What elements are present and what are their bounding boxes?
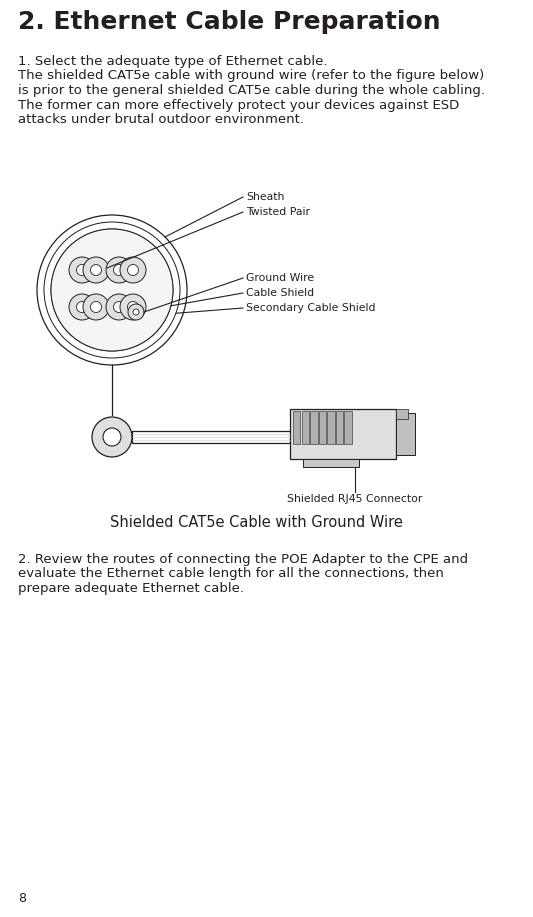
Bar [290,409,396,459]
Bar [132,431,290,443]
Circle shape [91,264,101,275]
Bar [310,411,318,444]
Text: prepare adequate Ethernet cable.: prepare adequate Ethernet cable. [18,582,244,595]
Text: Shielded CAT5e Cable with Ground Wire: Shielded CAT5e Cable with Ground Wire [110,515,403,530]
Circle shape [114,264,125,275]
Bar [303,459,359,467]
Text: is prior to the general shielded CAT5e cable during the whole cabling.: is prior to the general shielded CAT5e c… [18,84,485,97]
Text: 2. Review the routes of connecting the POE Adapter to the CPE and: 2. Review the routes of connecting the P… [18,553,468,566]
Circle shape [77,264,87,275]
Text: attacks under brutal outdoor environment.: attacks under brutal outdoor environment… [18,113,304,126]
Text: 8: 8 [18,892,26,905]
Circle shape [114,302,125,313]
Circle shape [120,294,146,320]
Text: 1. Select the adequate type of Ethernet cable.: 1. Select the adequate type of Ethernet … [18,55,327,68]
Circle shape [106,257,132,283]
Text: Shielded RJ45 Connector: Shielded RJ45 Connector [287,494,423,504]
Circle shape [69,257,95,283]
Circle shape [51,229,173,351]
Circle shape [69,294,95,320]
Bar [302,411,309,444]
Bar [336,411,343,444]
Text: The shielded CAT5e cable with ground wire (refer to the figure below): The shielded CAT5e cable with ground wir… [18,70,484,83]
Text: Ground Wire: Ground Wire [246,273,314,283]
Text: Twisted Pair: Twisted Pair [246,207,310,217]
Circle shape [83,294,109,320]
Circle shape [127,264,139,275]
Circle shape [133,309,139,315]
Circle shape [127,302,139,313]
Text: evaluate the Ethernet cable length for all the connections, then: evaluate the Ethernet cable length for a… [18,568,444,580]
Bar [396,409,408,419]
Text: The former can more effectively protect your devices against ESD: The former can more effectively protect … [18,98,459,112]
Text: Sheath: Sheath [246,192,285,202]
Text: Secondary Cable Shield: Secondary Cable Shield [246,303,376,313]
Bar [293,411,301,444]
Text: 2. Ethernet Cable Preparation: 2. Ethernet Cable Preparation [18,10,441,34]
Circle shape [128,304,144,320]
Bar [344,411,352,444]
Circle shape [120,257,146,283]
Circle shape [103,428,121,446]
Bar [319,411,326,444]
Circle shape [91,302,101,313]
Circle shape [77,302,87,313]
Text: Cable Shield: Cable Shield [246,288,314,298]
Circle shape [106,294,132,320]
Bar [396,413,415,455]
Circle shape [92,417,132,457]
Circle shape [83,257,109,283]
Bar [327,411,335,444]
